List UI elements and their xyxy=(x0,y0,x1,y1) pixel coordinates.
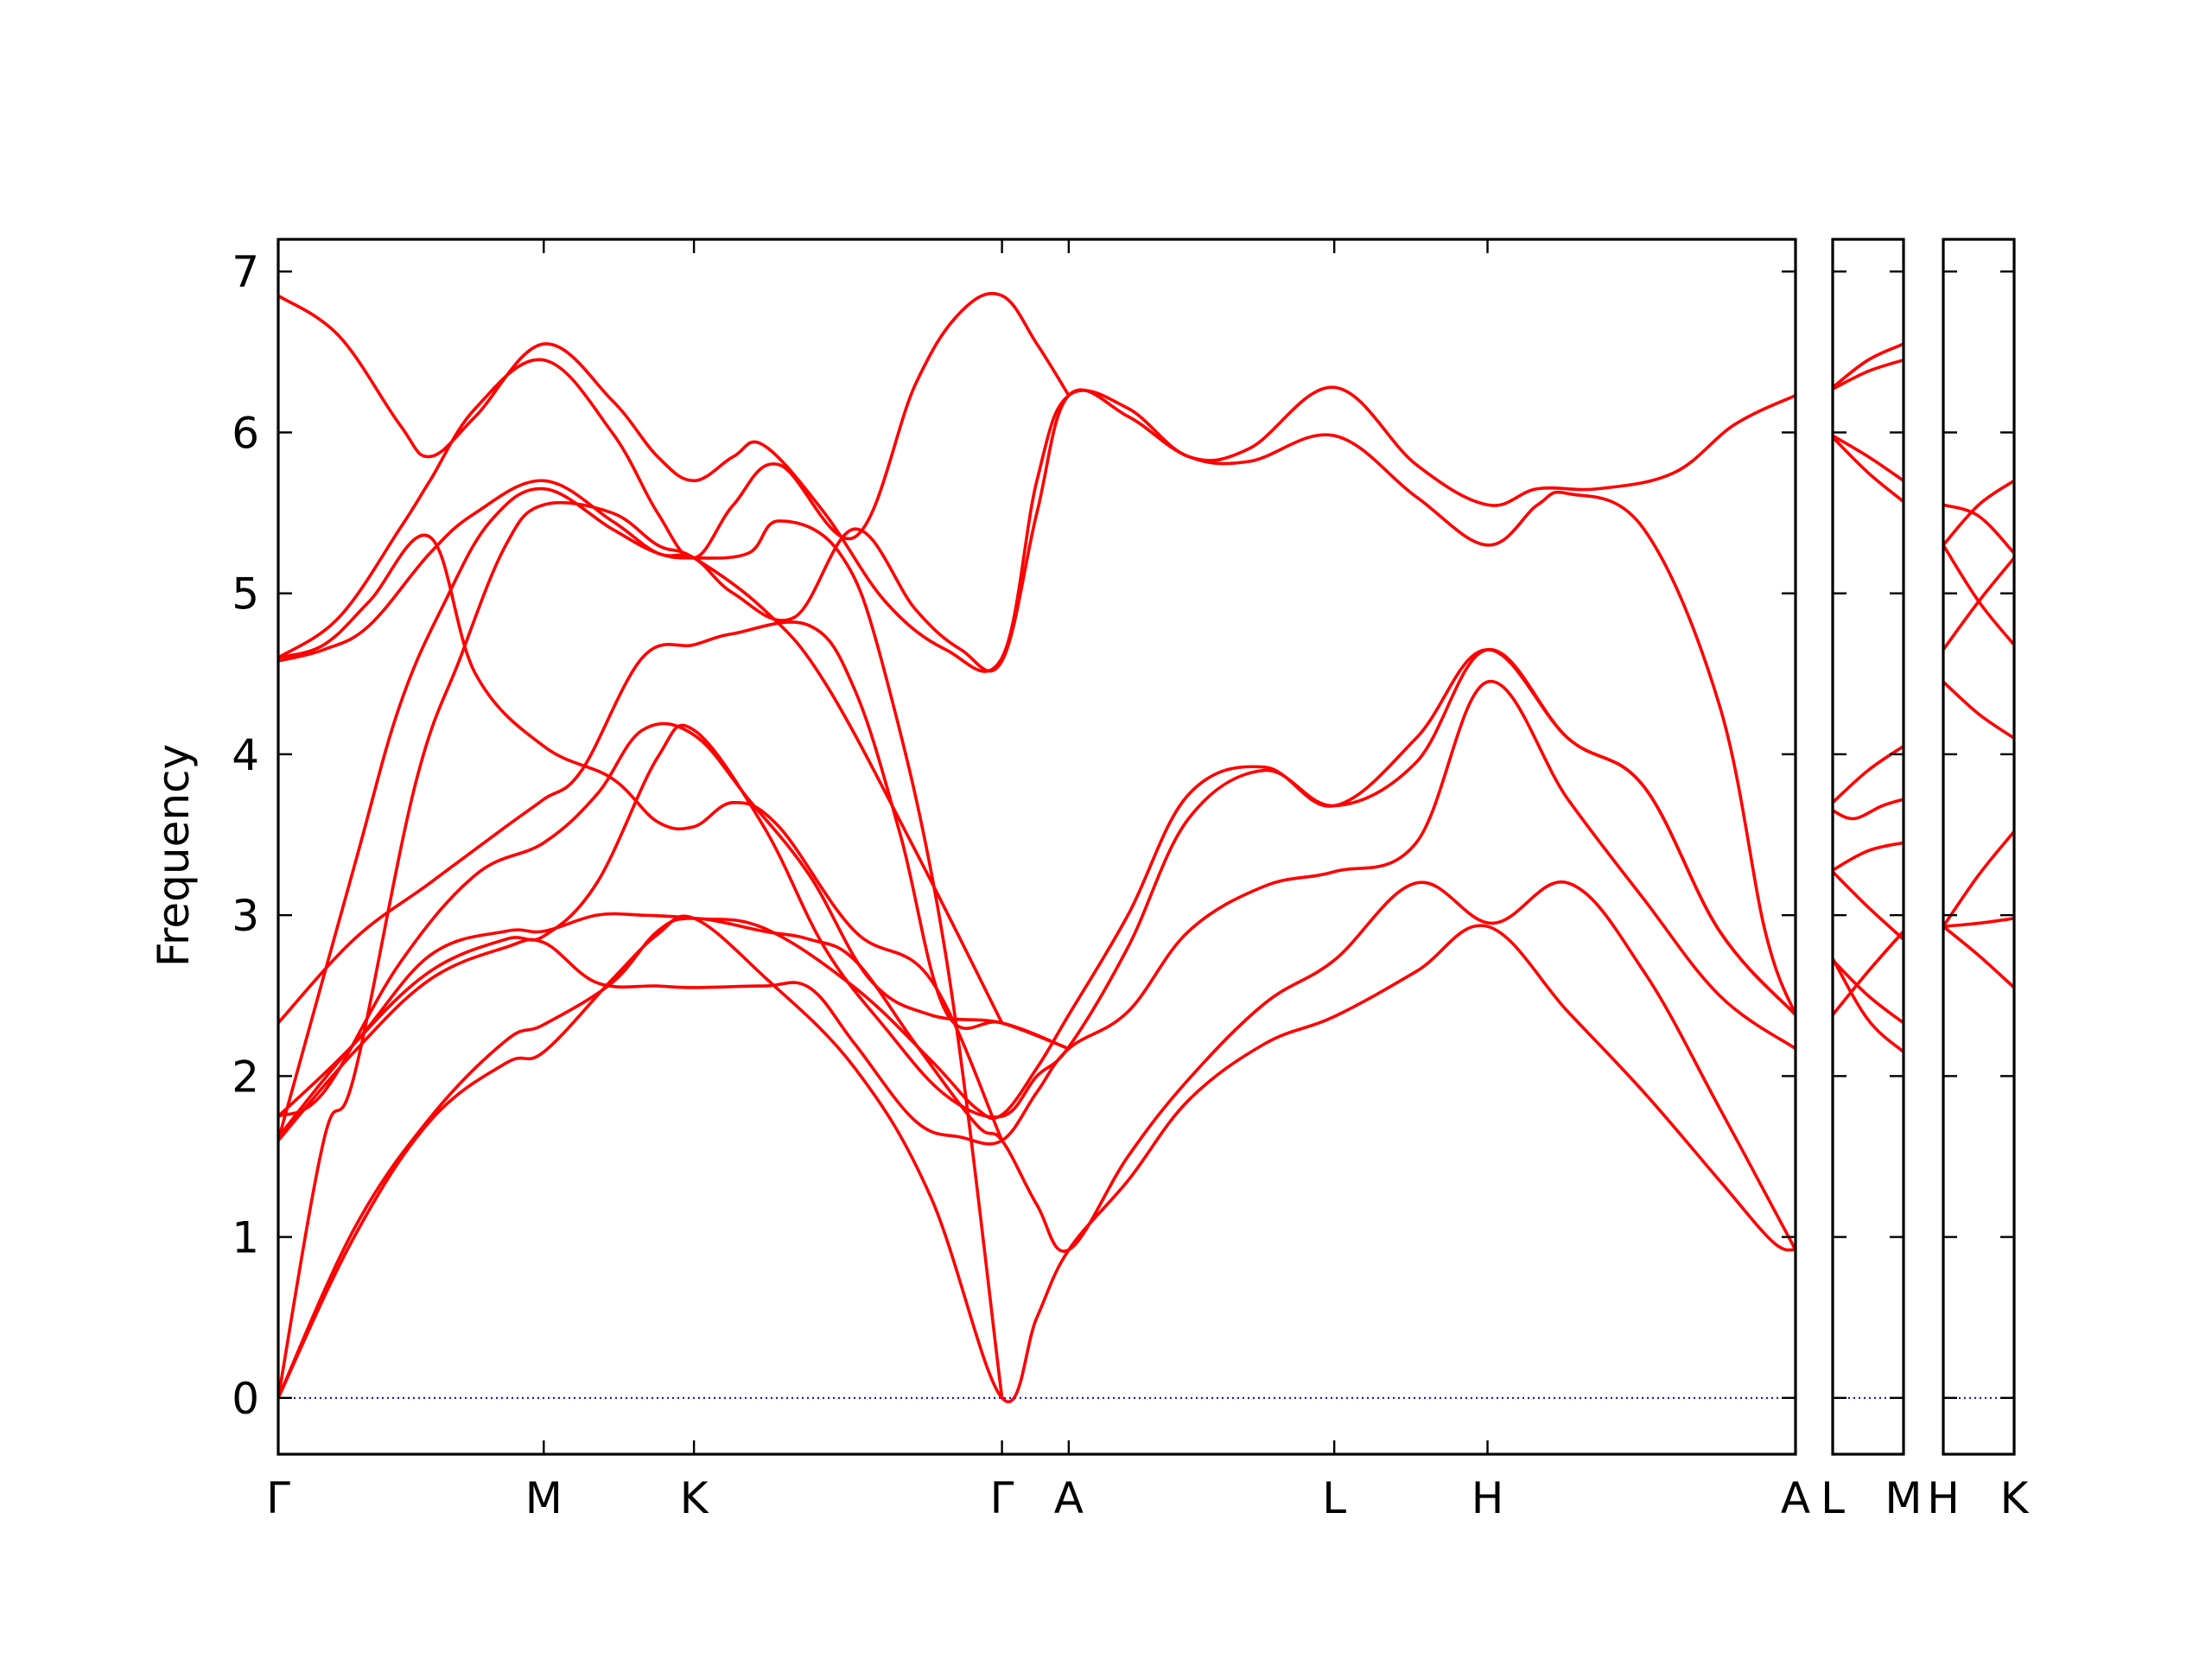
band-line-8 xyxy=(1943,503,2014,555)
band-line-9 xyxy=(1833,434,1904,483)
bands xyxy=(278,291,1796,1403)
panel-frame xyxy=(1942,238,2016,1456)
x-tick-label: K xyxy=(2000,1473,2030,1523)
band-line-4 xyxy=(1833,870,1904,941)
band-line-7 xyxy=(278,620,1071,1051)
band-line-8 xyxy=(278,500,1004,1400)
x-tick-label: Γ xyxy=(266,1473,290,1523)
x-tick-label: A xyxy=(1054,1473,1084,1523)
band-line-3 xyxy=(1943,830,2014,928)
band-line-11 xyxy=(278,533,1004,1142)
band-line-11 xyxy=(1833,342,1904,390)
y-tick-label: 6 xyxy=(232,408,259,458)
x-tick-label: M xyxy=(1885,1473,1922,1523)
band-line-5 xyxy=(1833,841,1904,872)
y-tick-label: 4 xyxy=(232,730,259,780)
band-line-6 xyxy=(1943,543,2014,647)
y-axis-label: Frequency xyxy=(149,744,199,967)
band-line-6 xyxy=(278,721,1071,1118)
band-line-1 xyxy=(278,914,1796,1403)
x-tick-label: L xyxy=(1821,1473,1845,1523)
band-line-1 xyxy=(1943,917,2014,928)
band-line-10 xyxy=(1833,358,1904,391)
band-line-3 xyxy=(278,679,1796,1146)
x-tick-label: Γ xyxy=(990,1473,1014,1523)
y-tick-label: 1 xyxy=(232,1213,259,1263)
x-tick-label: M xyxy=(525,1473,563,1523)
y-tick-label: 2 xyxy=(232,1052,259,1102)
band-line-9 xyxy=(278,486,1004,1400)
band-line-13 xyxy=(278,291,1071,659)
bands xyxy=(1833,342,1904,1054)
band-line-2 xyxy=(1833,958,1904,1025)
x-tick-label: H xyxy=(1471,1473,1504,1523)
y-tick-label: 3 xyxy=(232,891,259,941)
band-line-8 xyxy=(1833,435,1904,504)
x-tick-label: H xyxy=(1927,1473,1960,1523)
band-line-7 xyxy=(1943,479,2014,547)
band-line-2 xyxy=(278,880,1796,1400)
bands xyxy=(1943,479,2014,989)
band-line-7 xyxy=(1833,744,1904,804)
x-tick-label: A xyxy=(1781,1473,1810,1523)
band-line-6 xyxy=(1833,798,1904,821)
band-line-1 xyxy=(1833,929,1904,1017)
band-line-3 xyxy=(1833,957,1904,1054)
panel-frame xyxy=(1831,238,1905,1456)
band-line-4 xyxy=(1943,680,2014,741)
y-tick-label: 7 xyxy=(232,247,259,297)
x-tick-label: K xyxy=(680,1473,709,1523)
band-line-12 xyxy=(278,294,1796,673)
band-line-10 xyxy=(278,388,1796,1017)
x-tick-label: L xyxy=(1322,1473,1346,1523)
band-line-5 xyxy=(278,648,1796,1121)
y-tick-label: 5 xyxy=(232,569,259,620)
panel-frame xyxy=(276,238,1797,1456)
y-tick-label: 0 xyxy=(232,1374,259,1424)
band-line-2 xyxy=(1943,925,2014,989)
